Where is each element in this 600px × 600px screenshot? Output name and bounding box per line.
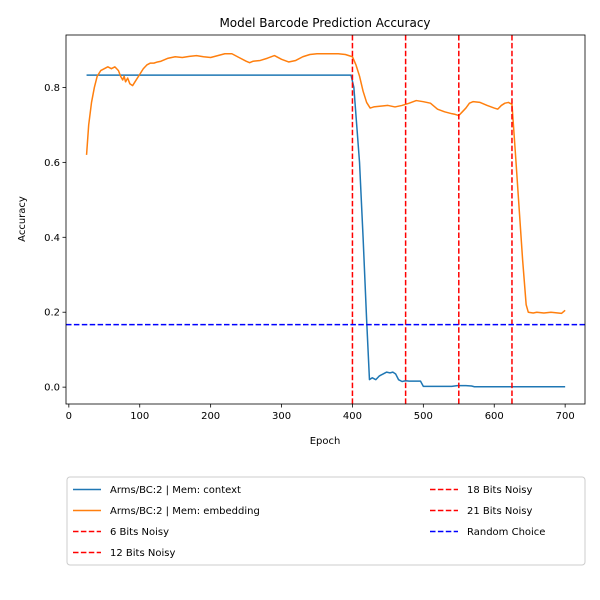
legend-frame [66,476,586,566]
legend: Arms/BC:2 | Mem: context Arms/BC:2 | Mem:… [66,476,586,566]
legend-label: 21 Bits Noisy [467,506,532,517]
legend-item: 18 Bits Noisy [430,485,532,496]
x-tick-label: 700 [556,411,575,422]
legend-label: 18 Bits Noisy [467,485,532,496]
legend-label: Arms/BC:2 | Mem: embedding [110,506,260,517]
x-axis-label: Epoch [310,436,341,447]
x-tick-label: 500 [414,411,433,422]
y-tick-label: 0.8 [44,83,60,94]
legend-label: 12 Bits Noisy [110,548,175,559]
legend-label: Arms/BC:2 | Mem: context [110,485,241,496]
legend-label: 6 Bits Noisy [110,527,169,538]
legend-item: 21 Bits Noisy [430,506,532,517]
y-tick-label: 0.6 [44,158,60,169]
x-tick-label: 400 [343,411,362,422]
legend-item: Arms/BC:2 | Mem: context [73,485,241,496]
x-tick-label: 200 [201,411,220,422]
legend-item: Random Choice [430,527,545,538]
y-axis-label: Accuracy [17,196,28,242]
series-line-2 [85,52,566,315]
plot-area: 0 100 200 300 400 500 600 700 0.0 0.2 0.4 0.6 0.8 [44,34,586,422]
y-tick-label: 0.2 [44,308,60,319]
series-line-1 [86,74,566,388]
legend-label: Random Choice [467,527,545,538]
y-tick-label: 0.4 [44,233,60,244]
legend-item: 6 Bits Noisy [73,527,169,538]
axes-frame [65,34,586,405]
legend-item: Arms/BC:2 | Mem: embedding [73,506,260,517]
x-tick-label: 100 [130,411,149,422]
x-tick-label: 0 [66,411,72,422]
x-tick-label: 600 [485,411,504,422]
plot-data-layer [66,35,585,404]
legend-item: 12 Bits Noisy [73,548,175,559]
chart-title: Model Barcode Prediction Accuracy [219,16,430,30]
y-tick-label: 0.0 [44,383,60,394]
x-tick-label: 300 [272,411,291,422]
